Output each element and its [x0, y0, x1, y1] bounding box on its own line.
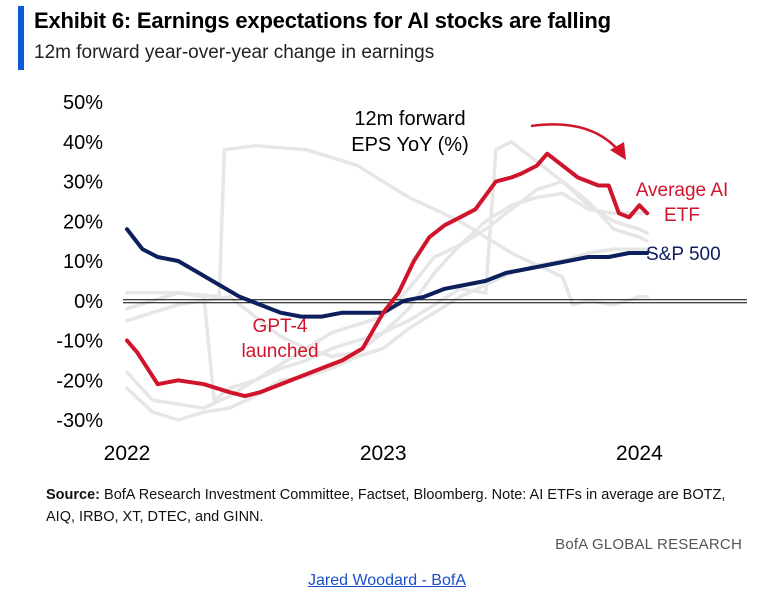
x-tick-label: 2024 — [616, 442, 663, 465]
ai-etf-label: Average AI ETF — [636, 180, 729, 226]
trend-arrow-head — [610, 142, 626, 160]
y-tick-label: 50% — [63, 92, 103, 114]
chart-subtitle: 12m forward year-over-year change in ear… — [34, 42, 435, 63]
source-label: Source: — [46, 487, 100, 503]
y-tick-label: 30% — [63, 172, 103, 194]
y-tick-label: -30% — [56, 410, 103, 432]
gpt4-annotation: GPT-4 launched — [241, 316, 318, 362]
background-etf-line — [125, 140, 649, 402]
background-etf-lines — [125, 140, 649, 422]
background-etf-line — [125, 247, 649, 422]
series-title-annotation: 12m forward EPS YoY (%) — [351, 108, 468, 156]
y-axis-ticks: 50% 40% 30% 20% 10% 0% -10% -20% -30% — [56, 92, 103, 432]
chart-title: Exhibit 6: Earnings expectations for AI … — [34, 8, 611, 33]
credit: Jared Woodard - BofA — [0, 572, 774, 590]
y-tick-label: 10% — [63, 251, 103, 273]
credit-link[interactable]: Jared Woodard - BofA — [307, 572, 466, 589]
y-tick-label: -10% — [56, 331, 103, 353]
y-tick-label: 20% — [63, 211, 103, 233]
trend-arrow — [530, 123, 619, 151]
accent-bar — [18, 6, 24, 70]
y-tick-label: 40% — [63, 132, 103, 154]
ai-etf-line — [125, 151, 650, 399]
x-axis-ticks: 2022 2023 2024 — [104, 442, 663, 465]
x-tick-label: 2023 — [360, 442, 407, 465]
y-tick-label: 0% — [74, 291, 103, 313]
sp500-label: S&P 500 — [646, 244, 721, 265]
x-tick-label: 2022 — [104, 442, 151, 465]
y-tick-label: -20% — [56, 370, 103, 392]
brand-label: BofA GLOBAL RESEARCH — [555, 536, 742, 553]
main-series-lines — [125, 151, 650, 399]
line-chart: 50%40%30%20%10%0%-10%-20%-30% 2022 2023 20… — [56, 92, 747, 465]
background-etf-line — [125, 191, 649, 359]
source-text: BofA Research Investment Committee, Fact… — [46, 487, 726, 525]
source-note: Source: BofA Research Investment Committ… — [46, 484, 746, 528]
